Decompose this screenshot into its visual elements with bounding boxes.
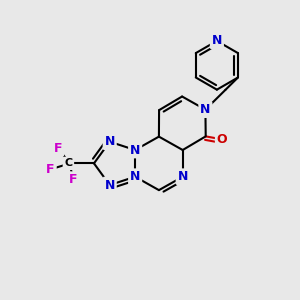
Text: F: F (46, 163, 55, 176)
Text: O: O (217, 133, 227, 146)
Text: N: N (130, 170, 140, 183)
Text: C: C (64, 158, 73, 168)
Text: N: N (104, 135, 115, 148)
Text: F: F (54, 142, 62, 155)
Text: N: N (200, 103, 211, 116)
Text: N: N (104, 178, 115, 191)
Text: N: N (178, 170, 188, 183)
Text: N: N (212, 34, 222, 47)
Text: N: N (130, 143, 140, 157)
Text: F: F (69, 173, 77, 186)
